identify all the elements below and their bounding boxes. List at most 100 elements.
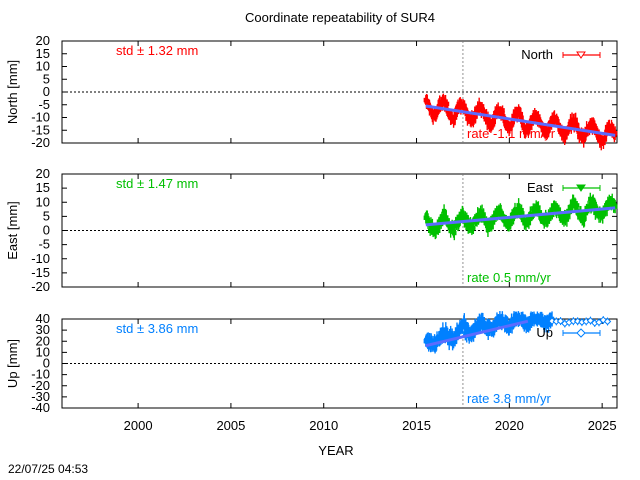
data-point: [440, 327, 446, 332]
data-point: [535, 116, 540, 122]
data-point: [583, 210, 589, 216]
y-tick-label: -15: [31, 265, 50, 280]
y-tick-label: 10: [36, 194, 50, 209]
data-point: [436, 108, 441, 113]
x-tick-label: 2000: [124, 418, 153, 433]
data-point: [502, 118, 507, 123]
data-point: [610, 198, 615, 203]
data-point: [526, 125, 532, 131]
data-point: [486, 224, 491, 229]
data-point: [445, 108, 450, 114]
data-point: [576, 129, 581, 134]
data-point: [514, 211, 519, 216]
y-tick-label: 5: [43, 208, 50, 223]
data-point: [435, 224, 440, 230]
rate-label: rate -1.1 mm/yr: [467, 126, 556, 141]
legend-marker: [576, 328, 586, 338]
data-point: [488, 125, 494, 130]
data-point: [574, 122, 580, 128]
data-point: [574, 203, 580, 208]
data-point: [473, 114, 478, 119]
data-point: [582, 216, 587, 222]
y-tick-label: -20: [31, 378, 50, 393]
legend-marker: [576, 51, 586, 59]
data-point: [592, 201, 597, 207]
data-point: [474, 110, 480, 115]
data-point: [464, 215, 469, 220]
data-point: [542, 220, 547, 225]
data-point: [519, 207, 524, 213]
data-point: [518, 111, 524, 117]
data-point: [525, 129, 531, 134]
legend-marker: [576, 184, 586, 192]
data-point: [441, 208, 447, 214]
data-point: [596, 134, 602, 139]
data-point: [555, 119, 560, 124]
x-tick-label: 2010: [309, 418, 338, 433]
data-point: [600, 213, 605, 218]
data-point: [489, 224, 494, 230]
data-point: [591, 199, 597, 204]
data-point: [601, 210, 607, 215]
data-point: [582, 132, 588, 138]
data-point: [544, 131, 550, 136]
data-point: [509, 122, 515, 127]
data-point: [612, 204, 618, 209]
trend-line: [425, 104, 616, 137]
legend-label: North: [521, 47, 553, 62]
data-point: [485, 331, 491, 337]
data-point: [526, 220, 532, 226]
data-point: [438, 104, 443, 109]
data-point: [484, 219, 489, 224]
data-point: [479, 104, 485, 109]
data-point: [573, 117, 578, 122]
data-point: [462, 103, 467, 109]
data-point: [506, 328, 512, 333]
data-point: [516, 106, 521, 112]
data-point: [455, 222, 461, 228]
data-point: [516, 203, 521, 209]
data-point: [507, 126, 513, 132]
y-tick-label: 30: [36, 322, 50, 337]
data-point: [579, 213, 584, 218]
y-axis-label: North [mm]: [5, 60, 20, 124]
data-point: [578, 211, 583, 216]
data-point: [425, 215, 430, 221]
y-tick-label: -20: [31, 279, 50, 294]
data-point: [468, 221, 473, 226]
y-tick-label: -5: [38, 97, 50, 112]
x-tick-label: 2005: [216, 418, 245, 433]
data-point: [444, 215, 449, 220]
y-tick-label: -10: [31, 110, 50, 125]
data-point: [520, 123, 526, 128]
rate-label: rate 3.8 mm/yr: [467, 391, 551, 406]
data-point: [543, 323, 549, 328]
data-point: [520, 211, 525, 216]
data-point: [491, 119, 496, 125]
data-point: [424, 213, 429, 218]
data-point: [490, 220, 496, 225]
std-label: std ± 1.47 mm: [116, 176, 198, 191]
data-point: [430, 224, 435, 229]
y-tick-label: 10: [36, 344, 50, 359]
data-point: [452, 115, 458, 120]
x-axis-label: YEAR: [318, 443, 353, 458]
data-point: [601, 140, 606, 146]
data-point: [547, 216, 552, 222]
data-point: [569, 203, 575, 208]
data-point: [457, 217, 463, 223]
data-point: [561, 219, 567, 224]
data-point: [432, 346, 438, 351]
std-label: std ± 1.32 mm: [116, 43, 198, 58]
data-point: [573, 317, 582, 325]
data-point: [433, 112, 439, 118]
data-point: [471, 117, 477, 123]
data-point: [549, 120, 554, 125]
data-point: [569, 123, 574, 129]
data-point: [504, 219, 510, 224]
data-point: [554, 116, 559, 122]
data-point: [463, 108, 469, 113]
data-point: [476, 107, 481, 113]
data-point: [444, 101, 450, 107]
